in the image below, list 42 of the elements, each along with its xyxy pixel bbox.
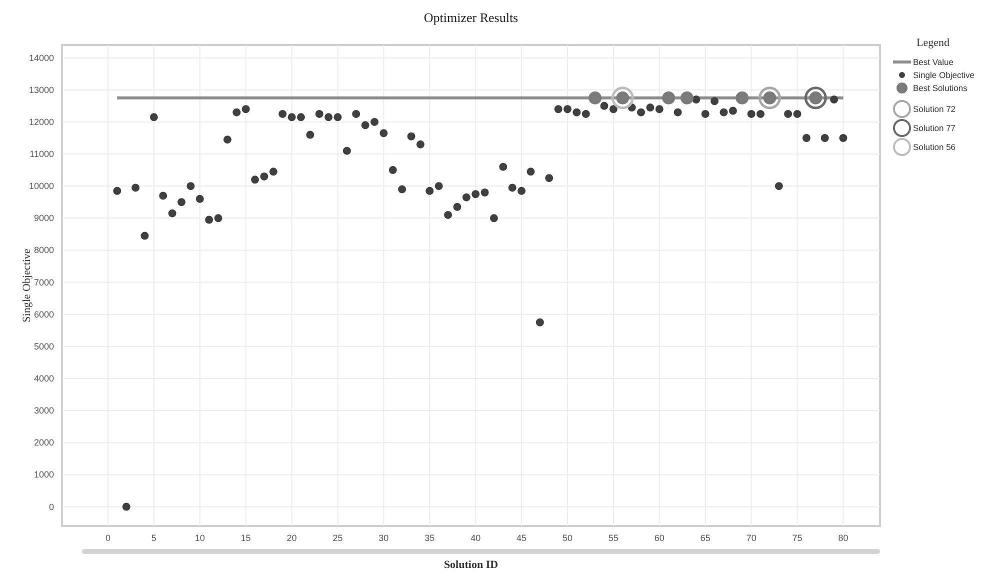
y-tick-label: 7000 — [34, 277, 54, 288]
y-tick-label: 4000 — [34, 373, 54, 384]
legend-label: Solution 56 — [913, 142, 956, 152]
x-tick-label: 45 — [516, 533, 527, 543]
y-tick-label: 8000 — [34, 245, 54, 256]
legend-label: Best Value — [913, 57, 954, 67]
legend-label: Best Solutions — [913, 83, 968, 93]
y-tick-label: 0 — [48, 502, 54, 512]
x-tick-label: 50 — [562, 533, 573, 543]
y-axis-title: Single Objective — [21, 248, 33, 322]
x-tick-label: 10 — [194, 533, 205, 543]
y-tick-label: 11000 — [30, 149, 54, 160]
legend-label: Solution 77 — [913, 123, 956, 133]
x-tick-label: 25 — [332, 533, 343, 543]
x-tick-label: 5 — [151, 533, 156, 543]
chart-title: Optimizer Results — [424, 10, 518, 25]
legend-label: Single Objective — [913, 70, 975, 80]
y-tick-label: 10000 — [28, 181, 54, 192]
y-tick-label: 2000 — [34, 438, 54, 448]
x-tick-label: 70 — [746, 533, 756, 543]
y-tick-label: 13000 — [28, 84, 54, 95]
x-tick-label: 35 — [424, 533, 435, 543]
x-axis-title: Solution ID — [444, 559, 498, 571]
y-tick-label: 12000 — [28, 116, 54, 127]
x-tick-label: 20 — [286, 533, 297, 543]
x-tick-label: 55 — [608, 533, 618, 543]
x-tick-label: 30 — [378, 533, 389, 543]
x-tick-label: 0 — [105, 533, 110, 543]
legend-title: Legend — [916, 37, 950, 49]
y-tick-label: 14000 — [28, 52, 54, 63]
y-tick-label: 9000 — [34, 213, 54, 224]
x-tick-label: 15 — [240, 533, 251, 543]
y-tick-label: 3000 — [34, 406, 54, 416]
x-tick-label: 60 — [654, 533, 664, 543]
y-tick-label: 5000 — [34, 341, 54, 352]
y-tick-label: 1000 — [34, 470, 54, 480]
x-tick-label: 40 — [470, 533, 481, 543]
x-tick-label: 65 — [700, 533, 710, 543]
x-tick-label: 75 — [792, 533, 802, 543]
y-tick-label: 6000 — [34, 309, 54, 320]
legend-label: Solution 72 — [913, 104, 956, 114]
x-tick-label: 80 — [838, 533, 848, 543]
